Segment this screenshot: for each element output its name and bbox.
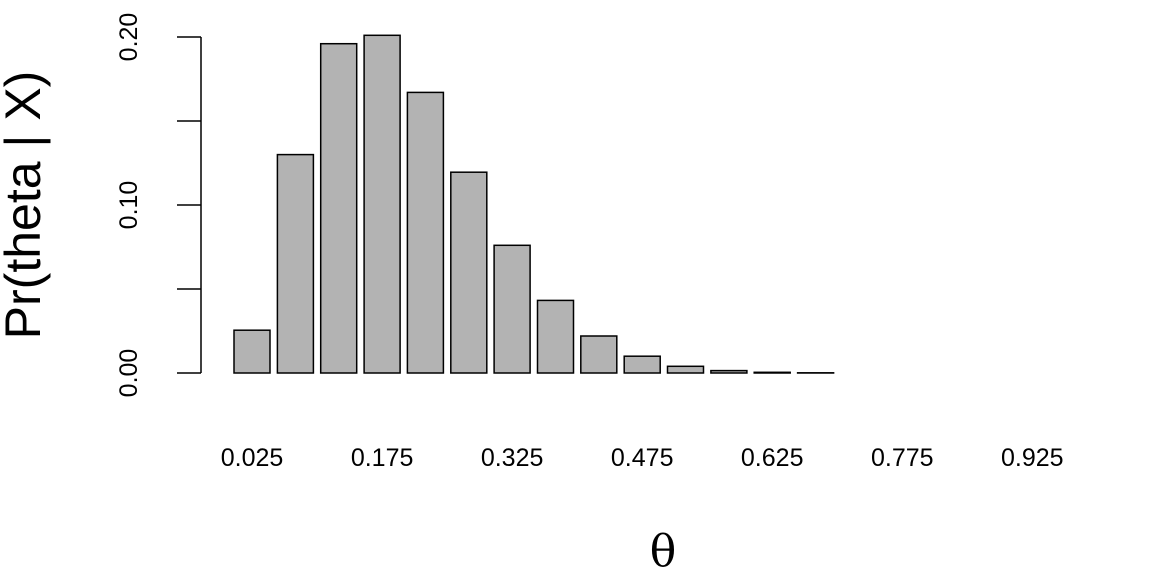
bar-0.125	[319, 42, 358, 374]
bar-0.475	[623, 355, 661, 374]
y-axis: 0.00 0.10 0.20	[115, 13, 202, 398]
x-tick-label: 0.325	[481, 444, 544, 472]
y-axis-label: Pr(theta | X)	[0, 71, 51, 340]
bar-0.025	[233, 329, 271, 374]
bar-0.225	[406, 91, 445, 374]
y-tick-label: 0.10	[115, 181, 143, 230]
x-tick-label: 0.775	[871, 444, 934, 472]
bar-0.075	[276, 153, 315, 374]
x-tick-label: 0.175	[351, 444, 414, 472]
bar-0.275	[450, 171, 488, 374]
y-tick-label: 0.20	[115, 13, 143, 62]
x-tick-label: 0.625	[741, 444, 804, 472]
bar-0.175	[363, 34, 401, 374]
bar-0.525	[666, 365, 705, 374]
x-tick-label: 0.925	[1001, 444, 1064, 472]
bars	[233, 34, 835, 374]
bar-0.625	[753, 371, 791, 374]
x-axis-label: θ	[650, 526, 677, 576]
bar-0.425	[580, 335, 618, 374]
x-axis-ticks: 0.025 0.175 0.325 0.475 0.625 0.775 0.925	[221, 444, 1064, 472]
y-tick-label: 0.00	[115, 349, 143, 398]
bar-0.325	[493, 244, 531, 374]
x-tick-label: 0.025	[221, 444, 284, 472]
bar-0.375	[536, 299, 575, 374]
x-tick-label: 0.475	[611, 444, 674, 472]
bar-0.575	[710, 369, 748, 374]
